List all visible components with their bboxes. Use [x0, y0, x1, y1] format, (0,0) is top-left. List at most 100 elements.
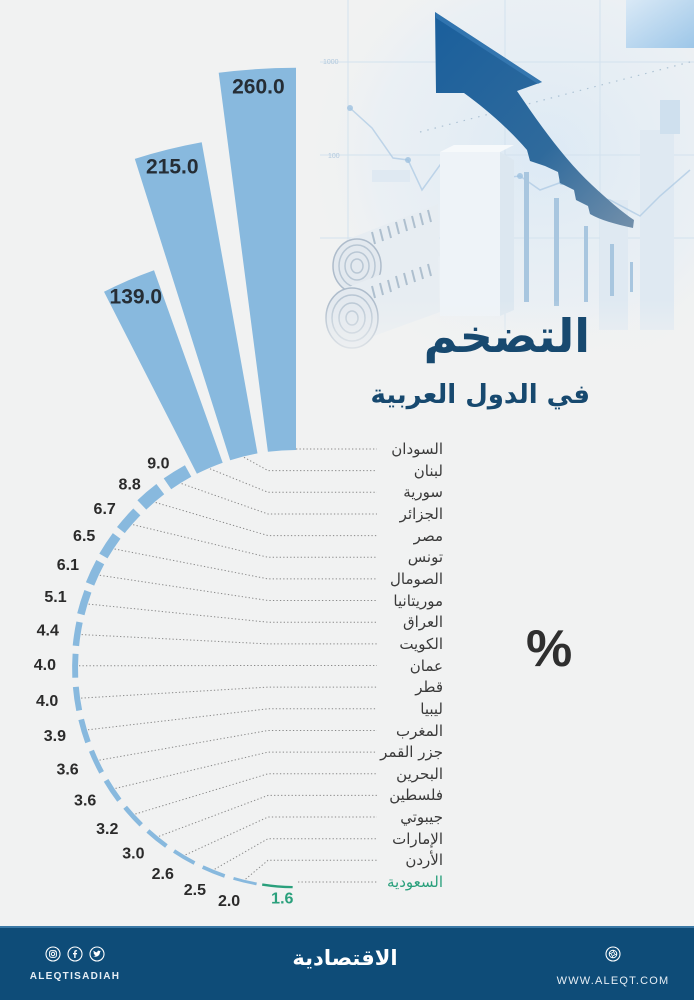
value-label: 260.0: [232, 76, 285, 99]
leader-line: [185, 816, 377, 856]
radial-bar: [137, 484, 165, 510]
country-label: لبنان: [413, 461, 443, 480]
country-label: البحرين: [396, 764, 443, 783]
country-label: السودان: [391, 440, 443, 458]
leader-line: [132, 524, 377, 558]
page-title: التضخم: [423, 309, 590, 363]
leader-line: [114, 548, 377, 580]
unit-label: %: [526, 620, 573, 678]
value-label: 3.6: [74, 793, 96, 810]
radial-bar: [233, 877, 257, 886]
bars: [72, 67, 296, 889]
value-label: 8.8: [119, 476, 141, 493]
leader-line: [115, 751, 377, 789]
country-label: فلسطين: [389, 786, 443, 805]
web-icon[interactable]: [605, 946, 621, 962]
radial-bar: [85, 560, 105, 586]
header-illustration: 1000 100: [300, 0, 694, 370]
highlight-bar: [262, 883, 293, 889]
social-block: ALEQTISADIAH: [20, 946, 130, 982]
radial-bar: [72, 653, 79, 678]
country-label: المغرب: [395, 721, 443, 740]
value-label: 5.1: [44, 589, 66, 606]
country-label: ليبيا: [420, 699, 443, 718]
leader-line: [158, 794, 377, 837]
radial-bar: [103, 779, 122, 802]
radial-bar: [99, 533, 121, 559]
country-label: الإمارات: [392, 829, 443, 848]
brand-logo[interactable]: الاقتصادية: [292, 946, 398, 970]
radial-bar: [104, 270, 223, 474]
radial-bar: [134, 142, 258, 461]
website-link[interactable]: WWW.ALEQT.COM: [556, 975, 670, 987]
radial-bar: [146, 829, 168, 848]
radial-bar: [218, 67, 296, 452]
instagram-icon[interactable]: [45, 946, 61, 962]
value-label: 3.6: [56, 761, 78, 778]
country-label: الكويت: [399, 634, 443, 653]
value-label: 139.0: [110, 285, 163, 308]
country-label: سورية: [403, 483, 443, 502]
country-label: موريتانيا: [393, 591, 443, 610]
value-label: 2.0: [218, 893, 240, 910]
data-panel-decoration: [626, 0, 694, 48]
country-label: مصر: [413, 526, 443, 545]
axis-label-1000: 1000: [323, 59, 339, 66]
value-label: 3.0: [122, 846, 144, 863]
social-handle[interactable]: ALEQTISADIAH: [29, 971, 121, 982]
leader-line: [214, 838, 377, 870]
country-label: قطر: [415, 678, 443, 697]
website-block: WWW.ALEQT.COM: [548, 946, 678, 987]
country-label-highlighted: السعودية: [386, 873, 443, 891]
value-label: 1.6: [271, 891, 293, 908]
country-label: تونس: [407, 548, 443, 567]
leader-line: [155, 502, 377, 537]
leader-line: [181, 483, 377, 515]
country-label: جيبوتي: [400, 808, 443, 826]
country-label: الجزائر: [399, 505, 443, 523]
radial-bar: [72, 621, 83, 647]
radial-bar: [173, 849, 196, 865]
value-labels: 260.0 215.0 139.0 9.0 8.86.7 6.5 6.1 5.1 4.4 4.0 4…: [34, 76, 294, 910]
axis-label-100: 100: [328, 153, 340, 160]
radial-bar: [117, 508, 141, 534]
value-label: 9.0: [147, 456, 169, 473]
value-label: 2.6: [152, 866, 174, 883]
value-label: 2.5: [184, 882, 206, 899]
radial-bar: [163, 465, 192, 490]
pale-block: [440, 145, 514, 316]
leader-line: [245, 859, 377, 880]
leader-lines: [78, 448, 377, 883]
leader-line: [81, 634, 377, 645]
leader-line: [99, 730, 377, 761]
leader-line: [81, 686, 377, 699]
country-label: الأردن: [405, 851, 443, 870]
radial-bar-chart: 260.0 215.0 139.0 9.0 8.86.7 6.5 6.1 5.1 4.4 4.0 4…: [34, 67, 377, 910]
radial-bar: [123, 805, 143, 827]
radial-bar: [77, 590, 92, 616]
radial-bar: [72, 686, 83, 711]
radial-bar: [89, 749, 104, 774]
rising-arrow-icon: [435, 12, 634, 228]
radial-bar: [78, 718, 91, 744]
value-label: 6.5: [73, 528, 95, 545]
facebook-icon[interactable]: [67, 946, 83, 962]
page-subtitle: في الدول العربية: [370, 380, 590, 410]
country-label: جزر القمر: [380, 743, 443, 762]
radial-bar: [201, 865, 226, 878]
country-label: العراق: [402, 613, 443, 632]
leader-line: [209, 468, 377, 493]
twitter-icon[interactable]: [89, 946, 105, 962]
value-label: 4.0: [36, 693, 58, 710]
value-label: 6.7: [94, 501, 116, 518]
leader-line: [87, 708, 377, 731]
country-label: عمان: [409, 656, 443, 675]
footer: ALEQTISADIAH الاقتصادية WWW.ALEQT.COM: [0, 926, 694, 1000]
value-label: 6.1: [57, 557, 79, 574]
value-label: 4.0: [34, 657, 56, 674]
value-label: 3.9: [44, 728, 66, 745]
leader-line: [99, 574, 377, 601]
value-label: 4.4: [37, 623, 59, 640]
value-label: 3.2: [96, 821, 118, 838]
leader-line: [243, 456, 377, 472]
